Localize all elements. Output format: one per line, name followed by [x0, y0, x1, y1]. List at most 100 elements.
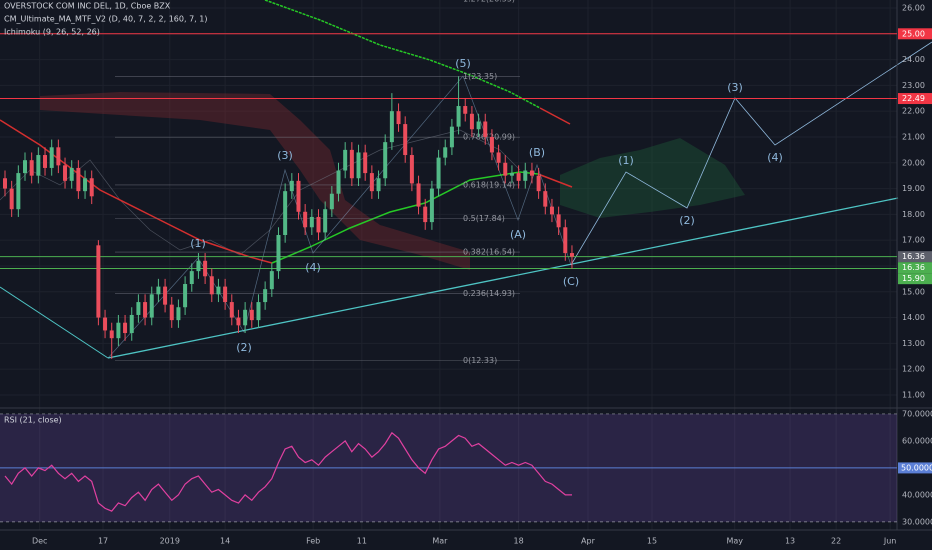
x-tick-label: Dec — [32, 537, 47, 546]
candle-body — [549, 206, 554, 215]
candle-body — [109, 330, 114, 339]
candle-body — [76, 167, 81, 192]
candle-body — [323, 209, 328, 233]
trend-line — [107, 197, 899, 359]
candle-body — [163, 286, 168, 305]
y-tick-label: 15.00 — [902, 287, 925, 296]
wave-label: (1) — [190, 237, 206, 250]
y-tick-label: 18.00 — [902, 210, 925, 219]
candle-body — [336, 170, 341, 194]
candle-body — [449, 126, 454, 148]
rsi-mid-label: 50.0000 — [901, 463, 932, 472]
candle-body — [489, 136, 494, 153]
candle-body — [176, 307, 181, 321]
x-tick-label: 15 — [647, 537, 657, 546]
candle-body — [103, 317, 108, 331]
candle-body — [116, 322, 121, 339]
candle-body — [156, 286, 161, 295]
candle-body — [43, 155, 48, 168]
candle-body — [396, 111, 401, 125]
x-tick-label: Jun — [883, 537, 897, 546]
candle-body — [329, 193, 334, 210]
candle-body — [536, 175, 541, 192]
fib-label: 1(23.35) — [463, 72, 497, 81]
candle-body — [83, 178, 88, 192]
price-badge-label: 22.49 — [902, 94, 925, 103]
candle-body — [209, 276, 214, 295]
candle-body — [376, 178, 381, 192]
candle-body — [483, 121, 488, 137]
y-tick-label: 13.00 — [902, 339, 925, 348]
candle-body — [476, 121, 481, 130]
x-tick-label: 11 — [357, 537, 367, 546]
candle-body — [516, 173, 521, 181]
candle-body — [403, 124, 408, 156]
y-tick-label: 17.00 — [902, 236, 925, 245]
y-tick-label: 20.00 — [902, 158, 925, 167]
fib-label: 0.382(16.54) — [463, 248, 515, 257]
price-badge — [898, 262, 932, 274]
candle-body — [169, 304, 174, 321]
x-tick-label: Feb — [306, 537, 320, 546]
y-tick-label: 11.00 — [902, 390, 925, 399]
candle-body — [96, 245, 101, 318]
candle-body — [456, 106, 461, 127]
wave-label: (5) — [455, 57, 471, 70]
fib-label: 0.5(17.84) — [463, 214, 505, 223]
wave-label: (1) — [618, 154, 634, 167]
candle-body — [223, 286, 228, 303]
candle-body — [3, 178, 8, 189]
x-tick-label: 22 — [831, 537, 841, 546]
y-tick-label: 24.00 — [902, 55, 925, 64]
y-tick-label: 21.00 — [902, 132, 925, 141]
candle-body — [569, 253, 574, 257]
candle-body — [276, 235, 281, 272]
candle-body — [183, 284, 188, 308]
candle-body — [349, 149, 354, 179]
candle-body — [16, 173, 21, 210]
candle-body — [496, 152, 501, 163]
indicator-title: Ichimoku (9, 26, 52, 26) — [4, 28, 100, 37]
x-tick-label: 13 — [785, 537, 795, 546]
candle-body — [143, 302, 148, 318]
candle-body — [36, 155, 41, 176]
cloud-bull — [560, 138, 745, 218]
symbol-title: OVERSTOCK COM INC DEL, 1D, Cboe BZX — [4, 2, 171, 11]
candle-body — [503, 162, 508, 176]
candle-body — [236, 317, 241, 326]
candle-body — [229, 302, 234, 318]
wave-label: (4) — [767, 151, 783, 164]
price-badge — [898, 273, 932, 285]
wave-label: (2) — [679, 214, 695, 227]
wave-label: (4) — [305, 261, 321, 274]
price-badge-label: 25.00 — [902, 29, 925, 38]
price-badge — [898, 251, 932, 263]
fib-label: 0.786(20.99) — [463, 133, 515, 142]
candle-body — [409, 155, 414, 184]
candle-body — [423, 206, 428, 223]
candle-body — [436, 157, 441, 189]
candle-body — [69, 167, 74, 181]
candle-body — [56, 147, 61, 166]
rsi-tick-label: 70.0000 — [902, 409, 932, 418]
candle-body — [63, 165, 68, 181]
candle-body — [529, 170, 534, 176]
candle-body — [123, 322, 128, 334]
candle-body — [369, 173, 374, 192]
rsi-tick-label: 40.0000 — [902, 490, 932, 499]
price-badge-label: 16.36 — [902, 252, 925, 261]
rsi-tick-label: 30.0000 — [902, 517, 932, 526]
y-tick-label: 22.00 — [902, 107, 925, 116]
x-tick-label: 14 — [220, 537, 230, 546]
candle-body — [429, 188, 434, 223]
candle-body — [136, 302, 141, 315]
cloud-bear — [40, 92, 470, 270]
candle-body — [49, 147, 54, 168]
trend-line — [0, 286, 109, 359]
candle-body — [249, 309, 254, 321]
candle-body — [9, 188, 14, 210]
candle-body — [509, 173, 514, 176]
wave-projection — [570, 41, 932, 266]
